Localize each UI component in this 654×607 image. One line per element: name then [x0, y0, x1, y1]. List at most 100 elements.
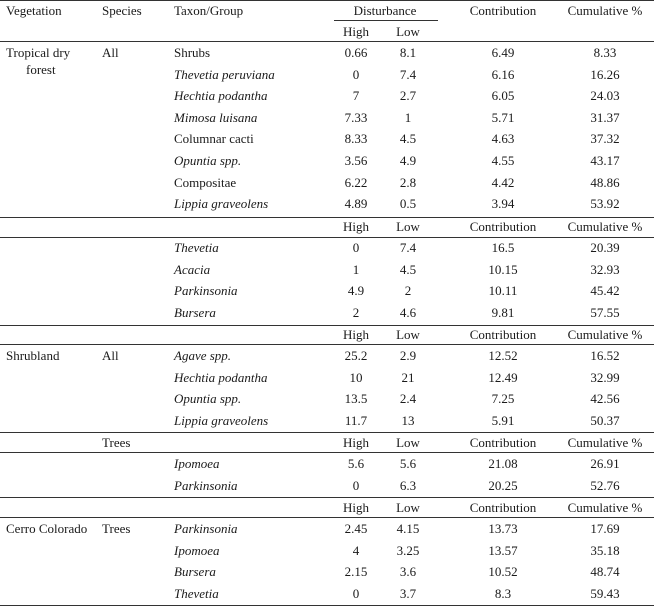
contribution-cell: 21.08 [488, 456, 518, 471]
cumulative-cell: 16.26 [590, 66, 620, 82]
high-cell: 0.66 [344, 45, 368, 60]
vegetation-label: Tropical dry [6, 45, 71, 60]
contribution-cell: 5.91 [491, 412, 515, 428]
low-cell: 7.4 [399, 66, 417, 82]
rule [0, 41, 654, 42]
cumulative-cell: 43.17 [590, 153, 620, 168]
subheader-contribution: Contribution [469, 327, 537, 342]
cumulative-cell: 45.42 [590, 283, 620, 299]
contribution-cell: 9.81 [491, 304, 515, 320]
taxon-cell: Bursera [174, 304, 216, 320]
high-cell: 3.56 [344, 153, 368, 168]
rule [0, 237, 654, 238]
high-cell: 6.22 [344, 174, 368, 190]
taxon-cell: Thevetia [174, 585, 219, 601]
contribution-cell: 4.63 [491, 131, 515, 147]
low-cell: 4.6 [399, 304, 417, 320]
subheader-high: High [343, 500, 369, 515]
high-cell: 0 [352, 66, 360, 82]
section-rule [0, 497, 654, 498]
subheader-low: Low [396, 435, 420, 450]
taxon-cell: Ipomoea [174, 542, 220, 558]
subheader-cumulative: Cumulative % [567, 327, 643, 342]
contribution-cell: 6.16 [491, 66, 515, 82]
low-cell: 1 [404, 109, 412, 125]
high-cell: 2.45 [344, 521, 368, 536]
cumulative-cell: 37.32 [590, 131, 620, 147]
cumulative-cell: 48.74 [590, 564, 620, 580]
low-cell: 13 [401, 412, 415, 428]
high-cell: 2 [352, 304, 360, 320]
high-cell: 11.7 [344, 412, 368, 428]
high-cell: 7 [352, 88, 360, 104]
contribution-cell: 12.52 [488, 348, 518, 363]
rule [0, 344, 654, 345]
cumulative-cell: 20.39 [590, 240, 620, 255]
taxon-cell: Agave spp. [174, 348, 232, 363]
taxon-cell: Thevetia [174, 240, 219, 255]
rule [0, 452, 654, 453]
subheader-cumulative: Cumulative % [567, 500, 643, 515]
low-cell: 2.8 [399, 174, 417, 190]
low-cell: 5.6 [399, 456, 417, 471]
low-cell: 2.7 [399, 88, 417, 104]
header-species: Species [102, 3, 142, 18]
header-cumulative: Cumulative % [567, 3, 643, 18]
taxon-cell: Compositae [174, 174, 237, 190]
taxon-cell: Parkinsonia [174, 283, 238, 299]
contribution-cell: 5.71 [491, 109, 515, 125]
subheader-low: Low [396, 327, 420, 342]
contribution-cell: 12.49 [488, 369, 518, 385]
taxon-cell: Acacia [174, 261, 211, 277]
high-cell: 5.6 [347, 456, 365, 471]
cumulative-cell: 59.43 [590, 585, 620, 601]
high-cell: 4.89 [344, 196, 368, 212]
contribution-cell: 10.11 [488, 283, 518, 299]
high-cell: 0 [352, 585, 360, 601]
disturbance-rule [334, 20, 438, 21]
subheader-low: Low [396, 24, 420, 39]
contribution-cell: 4.42 [491, 174, 515, 190]
contribution-cell: 13.73 [488, 521, 518, 536]
subheader-contribution: Contribution [469, 435, 537, 450]
cumulative-cell: 53.92 [590, 196, 620, 212]
bottom-rule [0, 605, 654, 606]
taxon-cell: Mimosa luisana [174, 109, 258, 125]
high-cell: 25.2 [344, 348, 368, 363]
cumulative-cell: 57.55 [590, 304, 620, 320]
subheader-cumulative: Cumulative % [567, 435, 643, 450]
taxon-cell: Parkinsonia [174, 521, 238, 536]
subheader-contribution: Contribution [469, 500, 537, 515]
cumulative-cell: 32.99 [590, 369, 620, 385]
cumulative-cell: 17.69 [590, 521, 620, 536]
contribution-cell: 7.25 [491, 391, 515, 407]
rule [0, 517, 654, 518]
low-cell: 6.3 [399, 477, 417, 493]
species-label: All [102, 45, 119, 60]
contribution-cell: 8.3 [494, 585, 512, 601]
subheader-contribution: Contribution [469, 219, 537, 234]
vegetation-label: Cerro Colorado [6, 521, 88, 536]
high-cell: 2.15 [344, 564, 368, 580]
subheader-low: Low [396, 500, 420, 515]
vegetation-label: forest [26, 62, 56, 77]
subheader-high: High [343, 219, 369, 234]
contribution-cell: 20.25 [488, 477, 518, 493]
vegetation-label: Shrubland [6, 348, 60, 363]
rule [0, 432, 654, 433]
cumulative-cell: 16.52 [590, 348, 620, 363]
cumulative-cell: 52.76 [590, 477, 620, 493]
species-label: All [102, 348, 119, 363]
taxon-cell: Columnar cacti [174, 131, 254, 147]
species-label: Trees [102, 435, 131, 450]
taxon-cell: Lippia graveolens [174, 196, 269, 212]
low-cell: 4.5 [399, 261, 417, 277]
low-cell: 4.15 [396, 521, 420, 536]
contribution-cell: 3.94 [491, 196, 515, 212]
low-cell: 0.5 [399, 196, 417, 212]
cumulative-cell: 32.93 [590, 261, 620, 277]
subheader-high: High [343, 24, 369, 39]
taxon-cell: Thevetia peruviana [174, 66, 275, 82]
high-cell: 4 [352, 542, 360, 558]
rule [0, 217, 654, 218]
